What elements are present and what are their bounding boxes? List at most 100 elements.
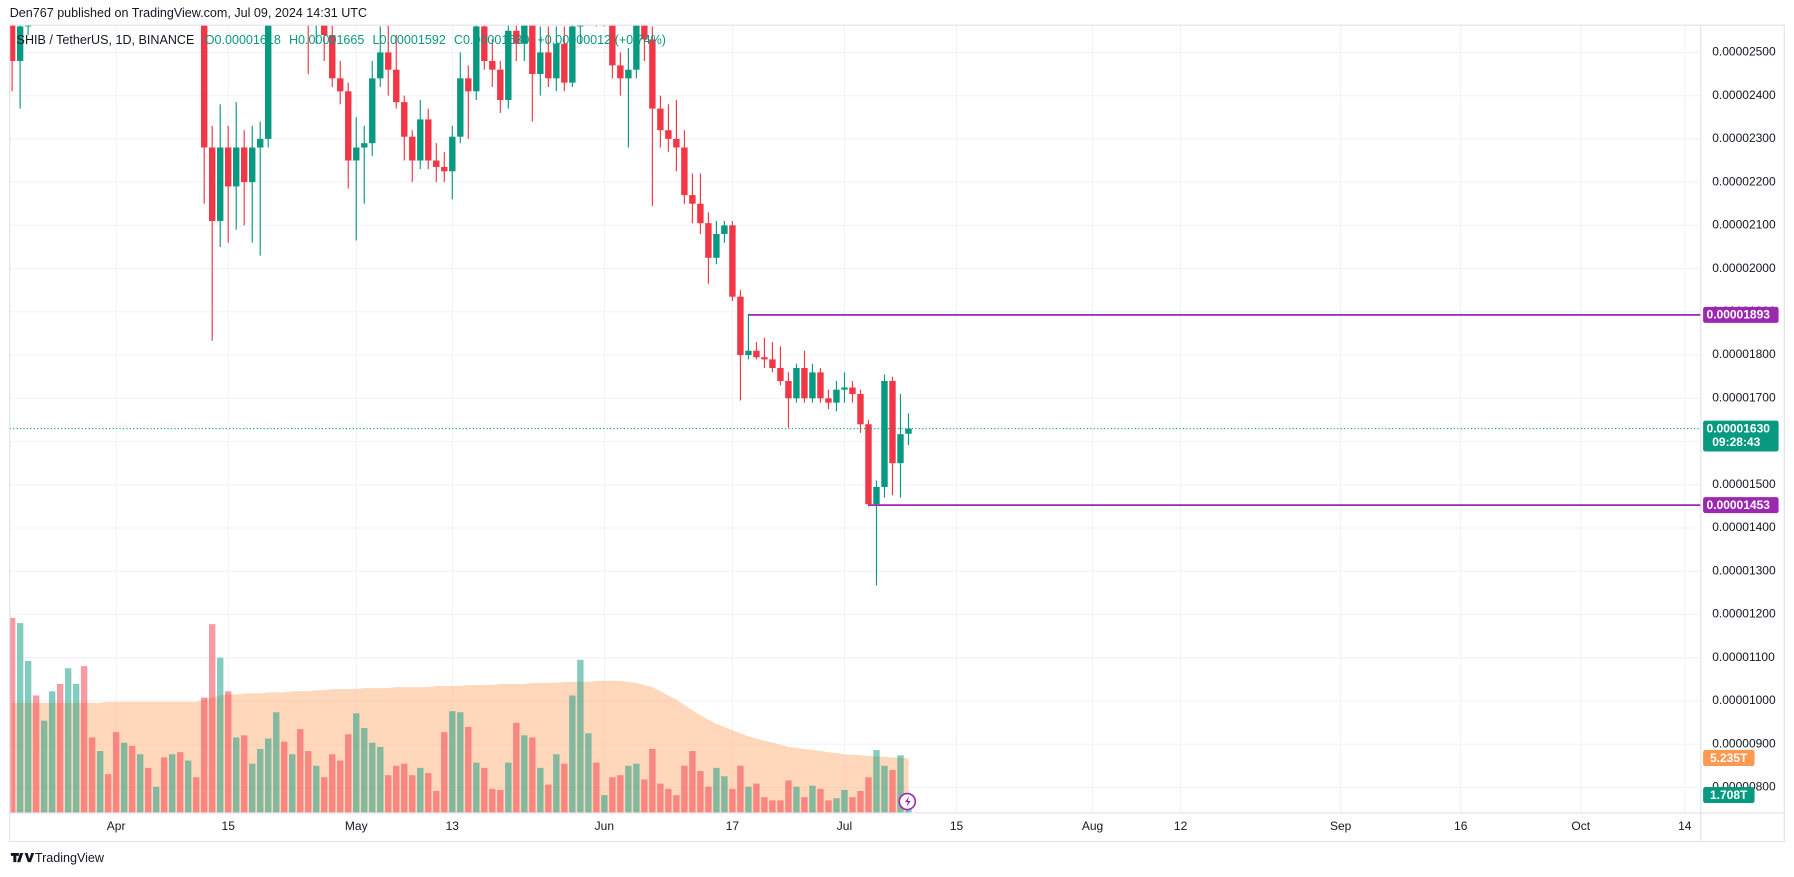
candle-body xyxy=(433,160,440,167)
volume-bar xyxy=(537,767,544,813)
volume-ma-box xyxy=(1703,750,1755,767)
legend-low: L0.00001592 xyxy=(372,33,445,47)
volume-bar xyxy=(593,762,600,813)
x-tick-label: Oct xyxy=(1571,819,1590,833)
volume-bar xyxy=(289,754,296,813)
x-tick-label: 15 xyxy=(222,819,236,833)
volume-bar xyxy=(449,711,456,813)
icon-bolt[interactable] xyxy=(905,796,911,807)
candle-body xyxy=(761,357,768,360)
volume-bar xyxy=(321,777,328,813)
candle-body xyxy=(249,147,256,183)
candle-body xyxy=(473,26,480,92)
y-tick-label: 0.00001800 xyxy=(1712,347,1776,361)
volume-bar xyxy=(401,763,408,813)
volume-bar xyxy=(553,754,560,813)
volume-bar xyxy=(361,727,368,813)
y-tick-label: 0.00002200 xyxy=(1712,174,1776,188)
y-tick-label: 0.00002400 xyxy=(1712,88,1776,102)
volume-bar xyxy=(208,624,216,813)
volume-ma-label: 5.235T xyxy=(1710,751,1748,765)
candle-body xyxy=(465,78,472,92)
candle-body xyxy=(200,25,208,148)
candle-body xyxy=(753,350,760,358)
volume-bar xyxy=(841,789,848,813)
last-price-label: 0.00001630 xyxy=(1707,421,1771,435)
x-tick-label: 12 xyxy=(1174,819,1188,833)
volume-bar xyxy=(761,797,768,813)
volume-bar xyxy=(681,765,688,813)
candle-body xyxy=(705,223,712,258)
volume-bar xyxy=(673,795,680,813)
legend-symbol: SHIB / TetherUS, 1D, BINANCE xyxy=(17,33,195,47)
candle-body xyxy=(665,130,672,139)
volume-bar xyxy=(457,712,464,813)
candle-body xyxy=(393,69,400,103)
volume-bar xyxy=(200,697,208,813)
volume-bar xyxy=(9,617,16,813)
volume-bar xyxy=(617,775,624,813)
candle-body xyxy=(537,52,544,75)
candle-body xyxy=(745,350,752,356)
candle-body xyxy=(905,428,912,434)
volume-bar xyxy=(737,765,744,813)
volume-bar xyxy=(505,762,512,813)
candle-body xyxy=(505,30,512,100)
y-tick-label: 0.00001300 xyxy=(1712,563,1776,577)
x-tick-label: Sep xyxy=(1330,819,1352,833)
volume-bar xyxy=(561,763,568,813)
y-tick-label: 0.00001500 xyxy=(1712,477,1776,491)
volume-bar xyxy=(241,735,248,813)
volume-bar xyxy=(697,771,704,813)
level-label: 0.00001453 xyxy=(1707,498,1771,512)
volume-bar xyxy=(249,763,256,813)
volume-bar xyxy=(713,767,720,813)
candle-body xyxy=(801,368,808,399)
candle-body xyxy=(609,25,616,66)
volume-bar xyxy=(745,786,752,813)
volume-bar xyxy=(665,788,672,813)
volume-bar xyxy=(785,780,792,813)
volume-bar xyxy=(56,683,64,813)
volume-bar xyxy=(48,691,56,813)
candle-body xyxy=(489,61,496,70)
volume-bar xyxy=(273,712,280,813)
volume-bar xyxy=(705,786,712,813)
volume-bar xyxy=(353,713,360,813)
y-tick-label: 0.00002100 xyxy=(1712,218,1776,232)
x-tick-label: 16 xyxy=(1454,819,1468,833)
volume-bar xyxy=(881,765,888,813)
candle-body xyxy=(713,233,720,258)
x-tick-label: May xyxy=(345,819,368,833)
volume-bar xyxy=(649,748,656,813)
volume-bar xyxy=(40,720,48,813)
candle-body xyxy=(881,381,888,487)
candle-body xyxy=(681,147,688,196)
price-pane xyxy=(9,25,1701,586)
frame xyxy=(9,24,1785,843)
legend-change: +0.00000012 (+0.74%) xyxy=(537,33,666,47)
volume-pane xyxy=(9,617,912,813)
candle-body xyxy=(641,25,648,40)
candle-body xyxy=(649,39,656,109)
volume-bar xyxy=(889,769,896,813)
volume-bar xyxy=(192,777,200,813)
candle-body xyxy=(208,147,216,222)
volume-bar xyxy=(753,783,760,813)
x-tick-label: Jul xyxy=(837,819,852,833)
replay-icon[interactable] xyxy=(898,792,917,811)
x-tick-label: Aug xyxy=(1082,819,1103,833)
volume-bar xyxy=(473,762,480,813)
volume-bar xyxy=(817,788,824,813)
volume-bar xyxy=(833,798,840,813)
volume-bar xyxy=(297,729,304,813)
volume-bar xyxy=(409,775,416,813)
candle-body xyxy=(617,65,624,79)
volume-bar xyxy=(385,775,392,813)
candle-body xyxy=(793,368,800,399)
candle-body xyxy=(865,424,872,505)
volume-bar xyxy=(657,783,664,813)
volume-bar xyxy=(184,760,192,813)
candle-body xyxy=(224,147,232,187)
volume-bar xyxy=(625,765,632,813)
